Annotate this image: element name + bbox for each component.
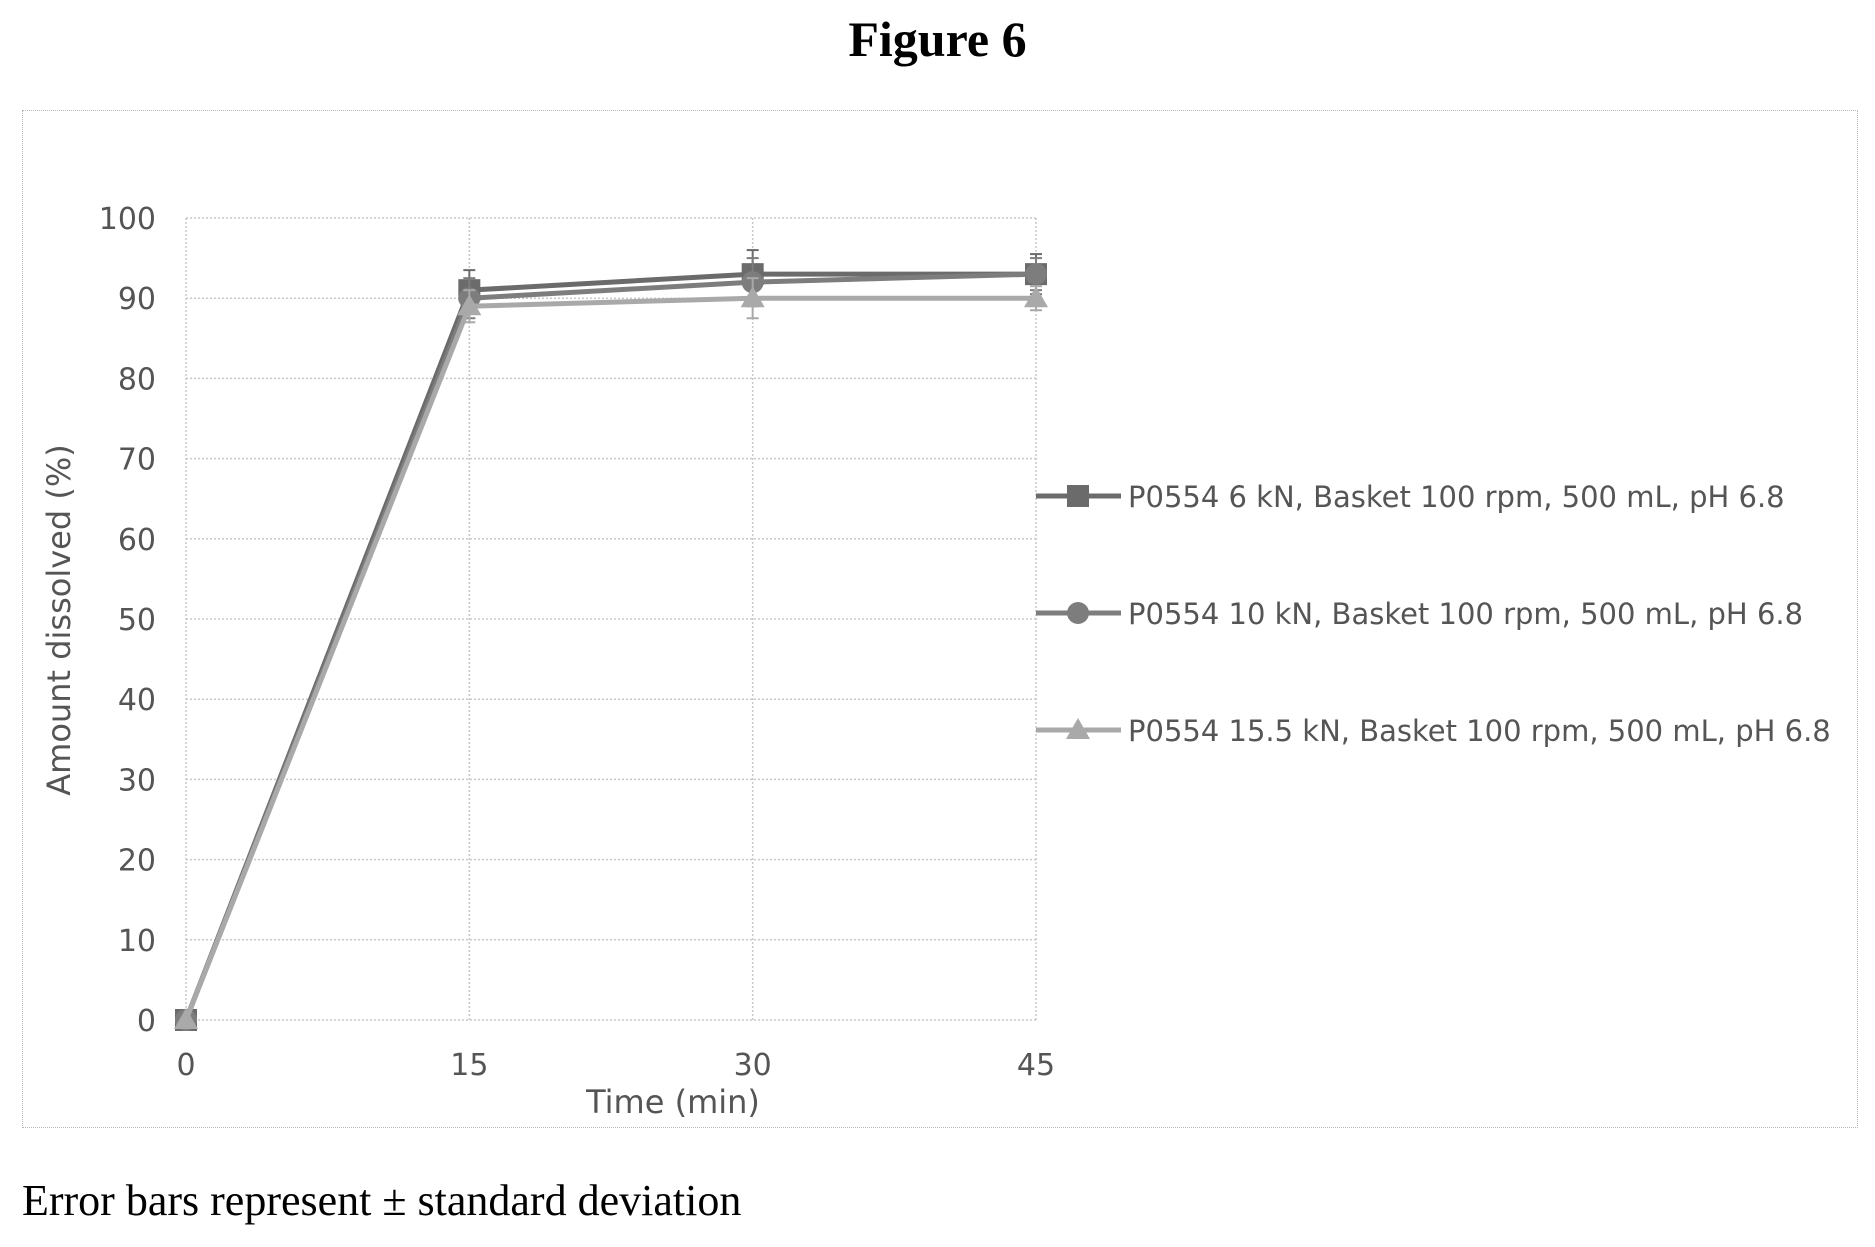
data-point: [1024, 286, 1048, 308]
y-tick-label: 50: [118, 603, 156, 638]
series-layer: [174, 249, 1048, 1031]
series-line: [183, 271, 1037, 1021]
legend-label: P0554 6 kN, Basket 100 rpm, 500 mL, pH 6…: [1128, 480, 1785, 514]
legend-marker: [1067, 485, 1089, 507]
y-tick-label: 30: [118, 763, 156, 798]
data-point: [174, 1008, 198, 1029]
grid-layer: [185, 217, 1037, 1021]
tick-labels: 0 10 20 30 40 50 60 70 80 90 100 0 15 30 45: [99, 202, 1055, 1083]
x-tick-label: 30: [734, 1048, 772, 1083]
legend-marker: [1066, 718, 1090, 739]
x-tick-label: 45: [1017, 1048, 1055, 1083]
y-tick-label: 70: [118, 443, 156, 478]
series-line: [183, 271, 1036, 1021]
dissolution-chart: 0 10 20 30 40 50 60 70 80 90 100 0 15 30 45 Time (min)…: [40, 202, 1831, 1121]
y-axis-label: Amount dissolved (%): [40, 444, 78, 795]
chart-frame: [22, 110, 1858, 1128]
y-tick-label: 10: [118, 924, 156, 959]
legend-label: P0554 15.5 kN, Basket 100 rpm, 500 mL, p…: [1128, 714, 1831, 748]
data-point: [457, 294, 482, 316]
legend-label: P0554 10 kN, Basket 100 rpm, 500 mL, pH …: [1128, 597, 1803, 631]
legend-item-2: P0554 10 kN, Basket 100 rpm, 500 mL, pH …: [1036, 597, 1803, 631]
footnote: Error bars represent ± standard deviatio…: [22, 1176, 742, 1225]
series-1: [175, 249, 1047, 1031]
x-tick-label: 15: [450, 1048, 488, 1083]
legend-item-3: P0554 15.5 kN, Basket 100 rpm, 500 mL, p…: [1036, 714, 1831, 748]
figure-title: Figure 6: [848, 11, 1027, 67]
y-tick-label: 20: [118, 844, 156, 879]
legend-marker: [1067, 602, 1089, 624]
series-2: [175, 257, 1047, 1031]
data-point: [740, 286, 765, 308]
series-line: [183, 295, 1036, 1021]
x-tick-label: 0: [176, 1048, 195, 1083]
legend-item-1: P0554 6 kN, Basket 100 rpm, 500 mL, pH 6…: [1036, 480, 1785, 514]
y-tick-label: 0: [137, 1004, 156, 1039]
y-tick-label: 40: [118, 683, 156, 718]
y-tick-label: 60: [118, 523, 156, 558]
series-3: [174, 277, 1048, 1029]
y-tick-label: 80: [118, 362, 156, 397]
data-point: [1025, 263, 1047, 286]
x-axis-label: Time (min): [585, 1083, 760, 1121]
y-tick-label: 90: [118, 282, 156, 317]
legend: P0554 6 kN, Basket 100 rpm, 500 mL, pH 6…: [1036, 480, 1831, 748]
y-tick-label: 100: [99, 202, 156, 237]
